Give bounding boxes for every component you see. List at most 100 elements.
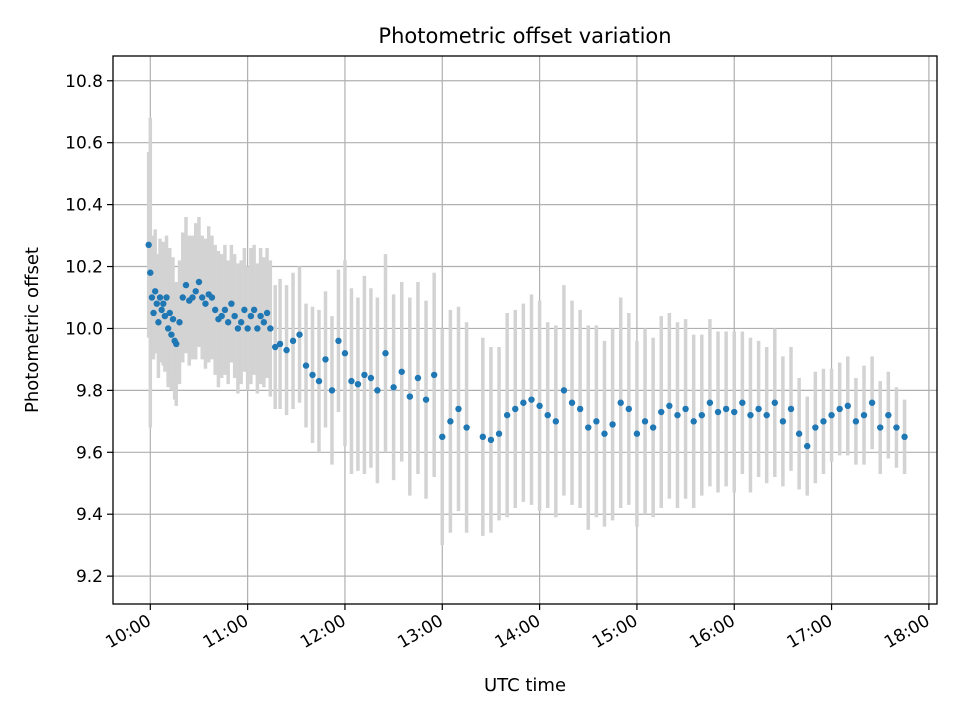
data-point — [576, 405, 584, 413]
data-point — [176, 319, 183, 326]
data-point — [406, 393, 414, 400]
data-point — [208, 294, 216, 301]
data-point — [309, 371, 316, 379]
data-point — [228, 300, 235, 307]
data-point — [536, 402, 543, 410]
y-tick-label: 10.8 — [65, 72, 103, 92]
data-point — [182, 281, 190, 289]
data-point — [289, 337, 297, 345]
data-point — [283, 346, 290, 354]
data-point — [341, 350, 349, 357]
data-point — [422, 396, 430, 403]
data-point — [698, 411, 706, 419]
data-point — [302, 362, 310, 369]
data-point — [560, 387, 568, 394]
y-tick-label: 10.6 — [65, 134, 103, 154]
data-point — [414, 374, 422, 382]
data-point — [168, 331, 175, 338]
data-point — [145, 241, 152, 249]
data-point — [173, 340, 180, 348]
data-point — [147, 269, 154, 276]
data-point — [836, 405, 843, 413]
data-point — [148, 294, 156, 301]
data-point — [771, 399, 778, 406]
y-tick-label: 10.2 — [65, 258, 103, 278]
data-point — [315, 377, 323, 385]
data-point — [250, 306, 258, 314]
data-point — [804, 442, 811, 450]
data-point — [247, 312, 255, 320]
data-point — [237, 319, 245, 326]
data-point — [617, 399, 624, 406]
data-point — [234, 325, 242, 332]
y-tick-label: 10.4 — [65, 196, 103, 216]
data-point — [296, 331, 303, 338]
data-point — [795, 430, 803, 437]
data-point — [263, 309, 271, 317]
data-point — [224, 319, 232, 326]
data-point — [641, 418, 649, 425]
data-point — [367, 374, 375, 382]
data-point — [787, 405, 795, 413]
data-point — [820, 418, 827, 425]
data-point — [852, 418, 860, 425]
data-point — [382, 350, 389, 357]
data-point — [763, 411, 770, 419]
data-point — [552, 418, 560, 425]
data-point — [322, 356, 329, 363]
data-point — [893, 424, 900, 431]
data-point — [276, 340, 284, 348]
data-point — [195, 278, 203, 286]
data-point — [241, 306, 248, 314]
data-point — [150, 309, 157, 317]
data-point — [779, 418, 787, 425]
data-point — [158, 306, 165, 314]
y-tick-label: 9.4 — [76, 505, 103, 525]
data-point — [328, 387, 336, 394]
data-point — [666, 402, 673, 410]
data-point — [221, 306, 229, 314]
data-point — [463, 424, 470, 431]
data-point — [430, 371, 438, 379]
data-point — [192, 288, 199, 295]
data-point — [153, 300, 160, 307]
data-point — [156, 294, 164, 301]
data-point — [166, 309, 173, 317]
data-point — [901, 433, 908, 441]
data-point — [503, 411, 511, 419]
data-point — [868, 399, 876, 406]
data-point — [593, 418, 600, 425]
data-point — [658, 408, 665, 416]
chart-title: Photometric offset variation — [378, 24, 671, 48]
data-point — [609, 421, 616, 428]
y-axis-ticks: 9.2 9.4 9.6 9.8 10.0 10.2 10.4 10.6 10.8 — [65, 72, 113, 587]
data-point — [568, 399, 576, 406]
data-point — [601, 430, 608, 437]
plot-frame — [112, 55, 938, 605]
data-point — [374, 387, 381, 394]
data-point — [161, 312, 169, 320]
data-point — [722, 405, 730, 413]
data-point — [682, 405, 689, 413]
data-point — [211, 306, 219, 314]
data-point — [163, 294, 170, 301]
data-point — [706, 399, 714, 406]
y-tick-label: 10.0 — [65, 319, 103, 339]
data-point — [860, 411, 868, 419]
y-tick-label: 9.8 — [76, 381, 103, 401]
y-tick-label: 9.2 — [76, 567, 103, 587]
data-point — [244, 325, 251, 332]
data-point — [267, 325, 274, 332]
data-point — [747, 411, 754, 419]
y-axis-title: Photometric offset — [22, 247, 43, 413]
data-point — [254, 325, 261, 332]
data-point — [544, 411, 551, 419]
data-point — [160, 300, 167, 307]
y-tick-label: 9.6 — [76, 443, 103, 463]
data-point — [844, 402, 851, 410]
data-point — [487, 436, 495, 444]
data-point — [649, 424, 657, 431]
data-point — [151, 288, 159, 295]
